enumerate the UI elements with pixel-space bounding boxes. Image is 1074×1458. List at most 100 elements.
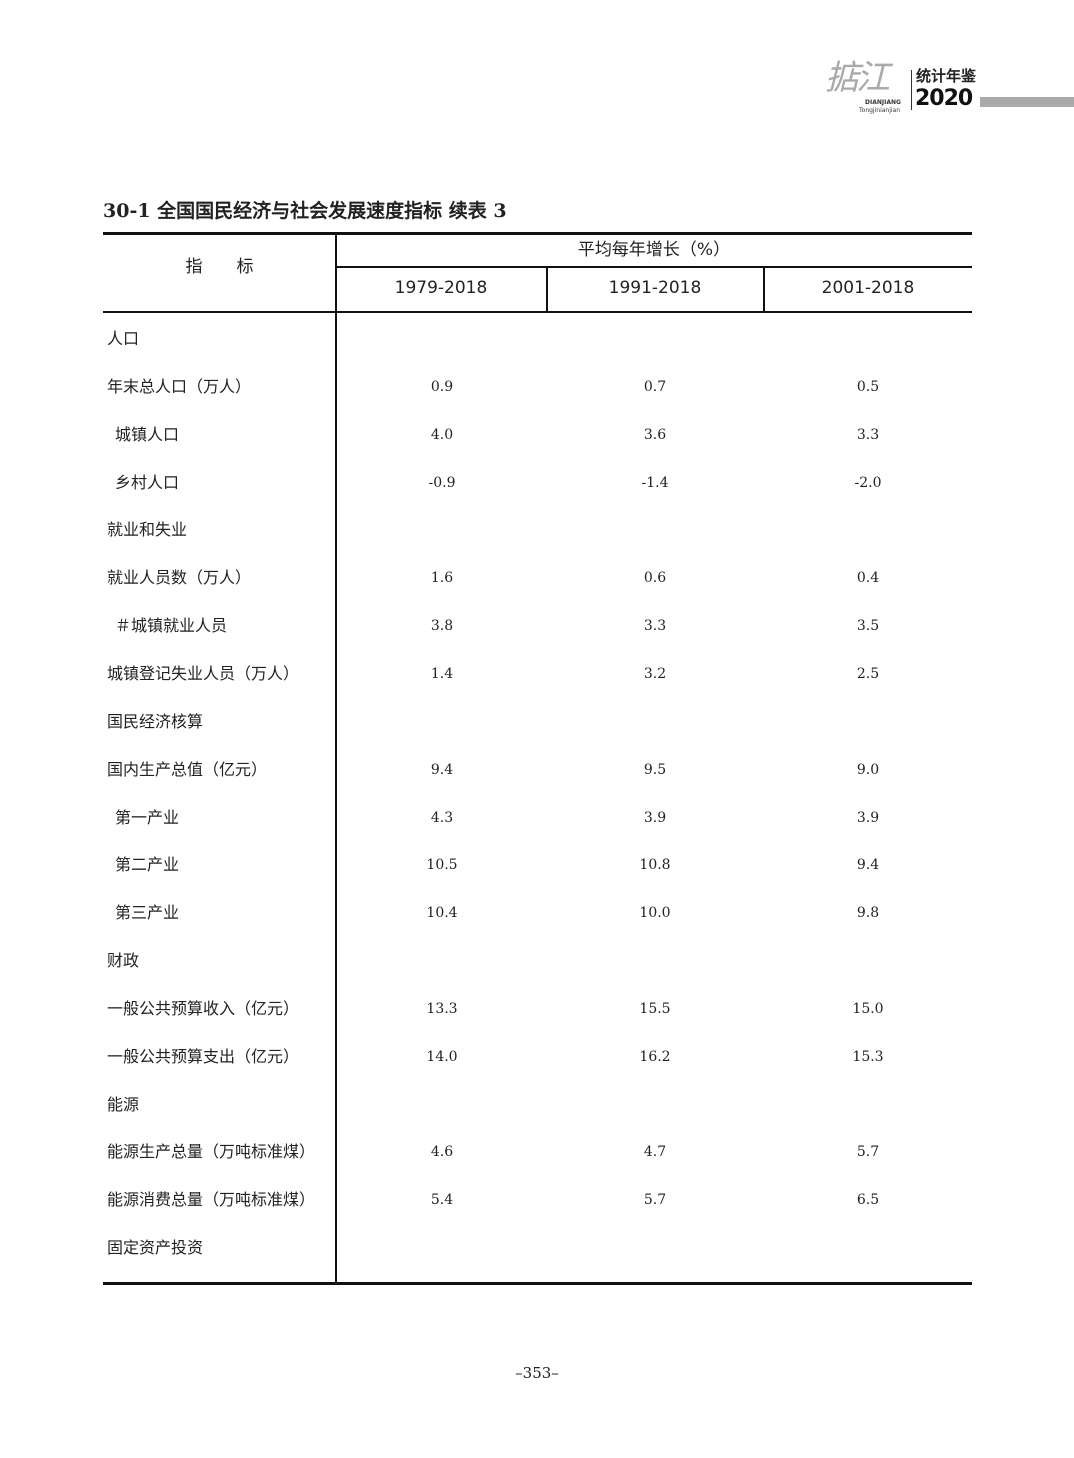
row-value: 4.0 bbox=[430, 426, 454, 443]
row-value: 6.5 bbox=[856, 1192, 880, 1209]
row-value: -1.4 bbox=[641, 474, 669, 491]
row-value: 0.9 bbox=[430, 378, 454, 395]
table-bottom-rule bbox=[103, 1282, 972, 1285]
header-bar bbox=[980, 97, 1074, 107]
row-value: 9.4 bbox=[430, 761, 454, 778]
row-label: 城镇人口 bbox=[115, 424, 180, 444]
row-label: 乡村人口 bbox=[115, 472, 180, 492]
table-row: ＃城镇就业人员 3.8 3.3 3.5 bbox=[103, 615, 972, 639]
table-row: 年末总人口（万人） 0.9 0.7 0.5 bbox=[103, 376, 972, 400]
row-value: 0.6 bbox=[643, 570, 667, 587]
table-title: 30-1 全国国民经济与社会发展速度指标 续表 3 bbox=[103, 200, 507, 222]
table-row: 能源消费总量（万吨标准煤） 5.4 5.7 6.5 bbox=[103, 1189, 972, 1213]
column-divider bbox=[546, 266, 548, 312]
table-row: 能源生产总量（万吨标准煤） 4.6 4.7 5.7 bbox=[103, 1141, 972, 1165]
table-row: 城镇登记失业人员（万人） 1.4 3.2 2.5 bbox=[103, 663, 972, 687]
row-value: 2.5 bbox=[856, 665, 880, 682]
row-value: 1.6 bbox=[430, 570, 454, 587]
row-value: -0.9 bbox=[428, 474, 456, 491]
row-label: 财政 bbox=[107, 951, 140, 971]
logo-pinyin-sub: Tongjinianjian bbox=[859, 107, 901, 114]
period-header: 2001-2018 bbox=[821, 278, 915, 298]
row-label: 固定资产投资 bbox=[107, 1238, 204, 1258]
table-row: 第三产业 10.4 10.0 9.8 bbox=[103, 902, 972, 926]
row-value: 9.0 bbox=[856, 761, 880, 778]
table-row: 一般公共预算支出（亿元） 14.0 16.2 15.3 bbox=[103, 1046, 972, 1070]
table-row: 能源 bbox=[103, 1094, 972, 1118]
row-value: 10.4 bbox=[426, 905, 458, 922]
row-label: 就业人员数（万人） bbox=[107, 568, 252, 588]
row-value: 3.3 bbox=[643, 618, 667, 635]
row-label: 第三产业 bbox=[115, 903, 180, 923]
row-value: 13.3 bbox=[426, 1000, 458, 1017]
row-value: 14.0 bbox=[426, 1048, 458, 1065]
table-row: 就业和失业 bbox=[103, 519, 972, 543]
logo-name: 统计年鉴 bbox=[916, 67, 977, 85]
header-sub-rule bbox=[336, 266, 972, 268]
row-value: 9.4 bbox=[856, 857, 880, 874]
table-row: 国民经济核算 bbox=[103, 711, 972, 735]
row-value: 4.3 bbox=[430, 809, 454, 826]
row-value: 0.4 bbox=[856, 570, 880, 587]
row-label: 就业和失业 bbox=[107, 520, 188, 540]
indicator-header: 指 标 bbox=[185, 257, 254, 277]
logo-pinyin: DIANJIANG bbox=[865, 99, 901, 106]
row-label: 第一产业 bbox=[115, 807, 180, 827]
row-label: 年末总人口（万人） bbox=[107, 376, 252, 396]
row-value: 3.9 bbox=[643, 809, 667, 826]
row-value: 3.5 bbox=[856, 618, 880, 635]
growth-header: 平均每年增长（%） bbox=[577, 240, 731, 260]
period-header: 1979-2018 bbox=[394, 278, 488, 298]
row-label: 人口 bbox=[107, 329, 140, 348]
table-row: 国内生产总值（亿元） 9.4 9.5 9.0 bbox=[103, 759, 972, 783]
logo-year: 2020 bbox=[915, 86, 973, 111]
row-value: 0.5 bbox=[856, 378, 880, 395]
page-number: –353– bbox=[515, 1364, 559, 1382]
table-row: 一般公共预算收入（亿元） 13.3 15.5 15.0 bbox=[103, 998, 972, 1022]
row-value: 3.9 bbox=[856, 809, 880, 826]
row-value: 5.7 bbox=[856, 1144, 880, 1161]
row-label: 第二产业 bbox=[115, 855, 180, 875]
table-row: 第一产业 4.3 3.9 3.9 bbox=[103, 807, 972, 831]
row-value: 15.5 bbox=[639, 1000, 671, 1017]
row-value: 10.5 bbox=[426, 857, 458, 874]
row-label: 国民经济核算 bbox=[107, 711, 204, 731]
row-value: 4.6 bbox=[430, 1144, 454, 1161]
column-divider bbox=[763, 266, 765, 312]
table-row: 人口 bbox=[103, 328, 972, 352]
row-value: 16.2 bbox=[639, 1048, 671, 1065]
period-header: 1991-2018 bbox=[608, 278, 702, 298]
row-value: 15.0 bbox=[852, 1000, 884, 1017]
row-value: 3.3 bbox=[856, 426, 880, 443]
row-label: 一般公共预算收入（亿元） bbox=[107, 998, 300, 1018]
row-value: 15.3 bbox=[852, 1048, 884, 1065]
table-row: 第二产业 10.5 10.8 9.4 bbox=[103, 854, 972, 878]
row-value: 0.7 bbox=[643, 378, 667, 395]
row-label: 城镇登记失业人员（万人） bbox=[107, 663, 300, 683]
row-label: 能源消费总量（万吨标准煤） bbox=[107, 1190, 316, 1210]
table-row: 乡村人口 -0.9 -1.4 -2.0 bbox=[103, 472, 972, 496]
yearbook-logo: 掂江 DIANJIANG Tongjinianjian 统计年鉴 2020 bbox=[825, 60, 985, 116]
row-value: 1.4 bbox=[430, 665, 454, 682]
row-value: 5.4 bbox=[430, 1192, 454, 1209]
row-value: 3.2 bbox=[643, 665, 667, 682]
row-label: ＃城镇就业人员 bbox=[115, 616, 228, 636]
row-value: -2.0 bbox=[854, 474, 882, 491]
row-value: 9.5 bbox=[643, 761, 667, 778]
table-row: 城镇人口 4.0 3.6 3.3 bbox=[103, 424, 972, 448]
row-label: 能源 bbox=[107, 1094, 140, 1114]
row-label: 国内生产总值（亿元） bbox=[107, 759, 268, 779]
row-value: 4.7 bbox=[643, 1144, 667, 1161]
table-row: 财政 bbox=[103, 950, 972, 974]
header-bottom-rule bbox=[103, 311, 972, 313]
row-value: 9.8 bbox=[856, 905, 880, 922]
row-label: 一般公共预算支出（亿元） bbox=[107, 1046, 300, 1066]
row-value: 3.8 bbox=[430, 618, 454, 635]
logo-divider bbox=[911, 70, 912, 110]
column-divider bbox=[335, 234, 337, 1283]
table-row: 就业人员数（万人） 1.6 0.6 0.4 bbox=[103, 567, 972, 591]
row-value: 10.8 bbox=[639, 857, 671, 874]
table-row: 固定资产投资 bbox=[103, 1237, 972, 1261]
logo-calligraphy: 掂江 bbox=[825, 58, 890, 98]
